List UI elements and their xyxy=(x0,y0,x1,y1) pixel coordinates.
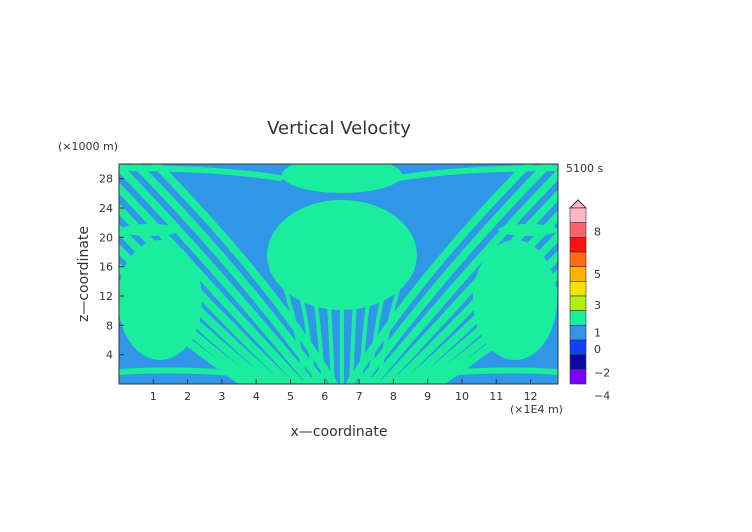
colorbar: 8 5 3 1 0 −2 −4 xyxy=(568,199,610,403)
colorbar-tick-label: 0 xyxy=(594,343,601,356)
colorbar-overflow-triangle xyxy=(568,199,588,209)
colorbar-level xyxy=(569,281,587,297)
colorbar-tick-label: 5 xyxy=(594,268,601,281)
colorbar-tick-label: 8 xyxy=(594,225,601,238)
colorbar-tick-label: −2 xyxy=(594,366,610,379)
y-unit-label: (×1000 m) xyxy=(58,140,118,153)
x-tick-label: 3 xyxy=(218,390,225,403)
wave-band xyxy=(366,288,386,384)
wave-blob xyxy=(266,200,417,310)
colorbar-level xyxy=(569,354,587,370)
colorbar-tick-label: 1 xyxy=(594,327,601,340)
chart-title: Vertical Velocity xyxy=(267,118,411,139)
x-tick-label: 4 xyxy=(253,390,260,403)
y-tick-label: 24 xyxy=(99,202,113,215)
wave-band xyxy=(367,168,558,384)
time-label: 5100 s xyxy=(566,162,603,175)
colorbar-level xyxy=(569,339,587,355)
x-tick-label: 8 xyxy=(390,390,397,403)
y-tick-label: 28 xyxy=(99,173,113,186)
x-tick-label: 1 xyxy=(150,390,157,403)
colorbar-level xyxy=(569,325,587,341)
y-tick-label: 8 xyxy=(106,319,113,332)
wave-band xyxy=(119,223,283,384)
wave-band xyxy=(325,288,335,384)
wave-band xyxy=(433,285,558,384)
x-tick-label: 9 xyxy=(424,390,431,403)
wave-band xyxy=(378,189,558,384)
wave-band xyxy=(119,279,250,384)
wave-band xyxy=(119,165,283,181)
colorbar-level xyxy=(569,295,587,311)
x-tick-label: 12 xyxy=(524,390,538,403)
colorbar-tick-label: 3 xyxy=(594,299,601,312)
wave-band xyxy=(348,288,358,384)
colorbar-level xyxy=(569,266,587,282)
wave-band xyxy=(119,262,261,384)
x-tick-label: 5 xyxy=(287,390,294,403)
wave-band xyxy=(119,164,316,384)
colorbar-level xyxy=(569,310,587,326)
wave-band xyxy=(345,164,534,384)
wave-band xyxy=(375,288,400,384)
x-axis-label: x—coordinate xyxy=(291,424,388,440)
wave-band xyxy=(283,288,308,384)
wave-band xyxy=(119,367,283,381)
x-tick-label: 11 xyxy=(489,390,503,403)
wave-band xyxy=(119,182,305,384)
wave-band xyxy=(395,165,558,181)
colorbar-level xyxy=(569,222,587,238)
colorbar-level xyxy=(569,369,587,385)
colorbar-level xyxy=(569,207,587,223)
wave-band xyxy=(119,202,294,384)
x-tick-label: 2 xyxy=(184,390,191,403)
colorbar-tick-label: −4 xyxy=(594,390,610,403)
y-tick-label: 12 xyxy=(99,290,113,303)
y-tick-label: 20 xyxy=(99,231,113,244)
wave-band xyxy=(119,243,272,384)
plot-frame xyxy=(118,163,559,385)
wave-band xyxy=(150,164,338,384)
x-tick-label: 10 xyxy=(455,390,469,403)
y-tick-label: 4 xyxy=(106,349,113,362)
colorbar-level xyxy=(569,237,587,253)
wave-band xyxy=(389,210,558,384)
x-tick-label: 6 xyxy=(321,390,328,403)
wave-band xyxy=(422,268,558,384)
colorbar-level xyxy=(569,251,587,267)
wave-blob xyxy=(281,164,402,193)
wave-band xyxy=(357,288,372,384)
y-tick-label: 16 xyxy=(99,261,113,274)
x-unit-label: (×1E4 m) xyxy=(510,403,563,416)
wave-band xyxy=(311,288,326,384)
wave-band xyxy=(411,250,558,384)
y-axis-label: z—coordinate xyxy=(76,226,92,322)
wave-band xyxy=(400,230,558,384)
wave-band xyxy=(395,367,558,381)
wave-band xyxy=(297,288,317,384)
plot-area xyxy=(118,163,559,385)
x-tick-label: 7 xyxy=(356,390,363,403)
